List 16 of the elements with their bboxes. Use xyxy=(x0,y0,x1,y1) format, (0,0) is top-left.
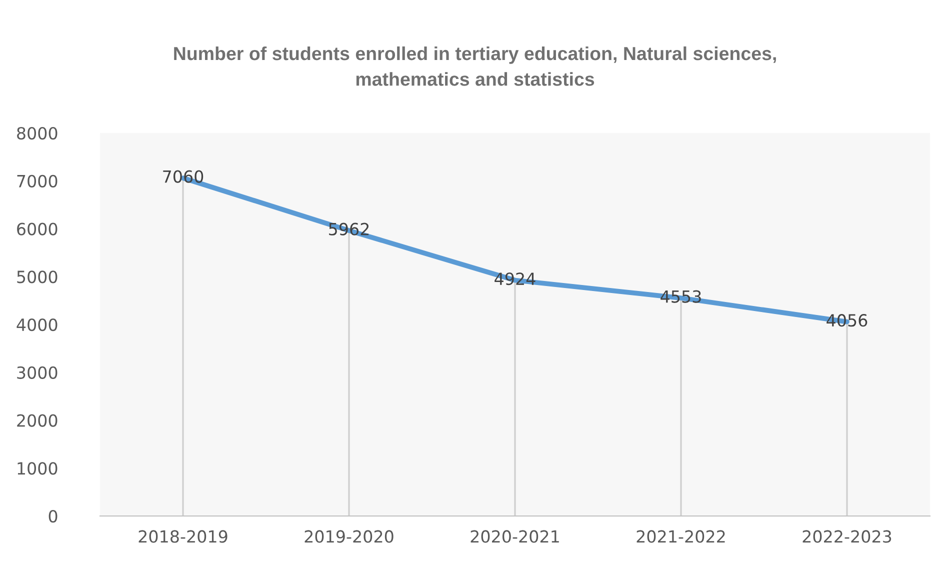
y-tick-label: 0 xyxy=(48,510,58,523)
chart-title: Number of students enrolled in tertiary education, Natural sciences, mathematics and statistics xyxy=(174,46,776,86)
x-tick-label: 2020-2021 xyxy=(470,530,559,543)
x-tick-label: 2019-2020 xyxy=(304,530,394,543)
y-tick-label: 4000 xyxy=(16,318,58,332)
y-tick-label: 1000 xyxy=(18,462,58,475)
y-tick-label: 5000 xyxy=(17,270,58,284)
y-tick-label: 3000 xyxy=(17,366,58,379)
y-tick-label: 8000 xyxy=(17,126,58,140)
y-tick-label: 6000 xyxy=(17,222,58,236)
data-label: 7060 xyxy=(163,170,204,183)
x-tick-label: 2022-2023 xyxy=(802,530,892,543)
x-tick-label: 2021-2022 xyxy=(636,530,725,543)
y-tick-label: 2000 xyxy=(17,414,58,427)
x-tick-label: 2018-2019 xyxy=(138,530,228,543)
y-tick-label: 7000 xyxy=(17,174,58,188)
